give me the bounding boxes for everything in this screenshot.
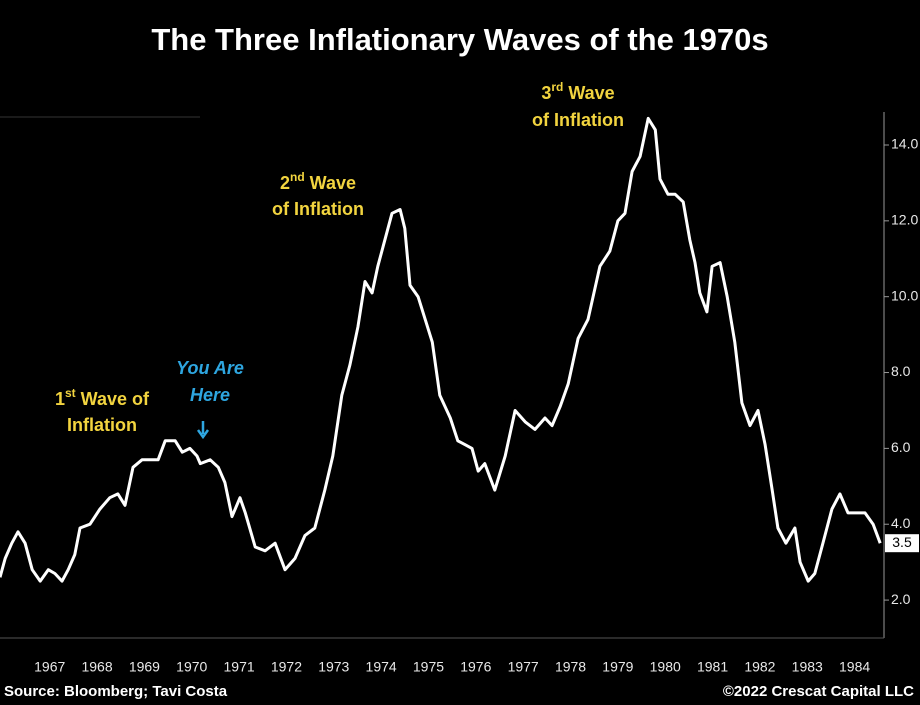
annotation: You Are [176, 358, 244, 378]
y-tick-label: 12.0 [891, 212, 918, 228]
x-tick-label: 1981 [697, 659, 728, 675]
copyright: ©2022 Crescat Capital LLC [723, 683, 914, 700]
chart-title: The Three Inflationary Waves of the 1970… [151, 22, 768, 57]
annotation-text: Wave of [76, 389, 150, 409]
x-tick-label: 1972 [271, 659, 302, 675]
y-tick-label: 4.0 [891, 515, 911, 531]
annotation-text: Wave [563, 83, 614, 103]
x-tick-label: 1975 [413, 659, 444, 675]
annotation: 3rd Wave [541, 80, 614, 103]
arrow [196, 421, 210, 440]
annotation: 2nd Wave [280, 170, 356, 193]
x-tick-label: 1967 [34, 659, 65, 675]
y-tick-label: 10.0 [891, 287, 918, 303]
x-tick-label: 1971 [224, 659, 255, 675]
annotation-number: 3 [541, 83, 551, 103]
annotation: of Inflation [272, 199, 364, 219]
x-tick-label: 1979 [602, 659, 633, 675]
annotation-suffix: st [65, 386, 76, 400]
annotation-text: You Are [176, 358, 244, 378]
annotation: 1st Wave of [55, 386, 150, 409]
line [0, 116, 882, 583]
x-tick-label: 1968 [81, 659, 112, 675]
x-tick-label: 1984 [839, 659, 870, 675]
x-tick-label: 1980 [650, 659, 681, 675]
x-tick-label: 1978 [555, 659, 586, 675]
x-tick-label: 1970 [176, 659, 207, 675]
x-tick-label: 1976 [460, 659, 491, 675]
x-tick-label: 1983 [792, 659, 823, 675]
last-value-box [885, 534, 919, 553]
x-tick-label: 1977 [508, 659, 539, 675]
source: Source: Bloomberg; Tavi Costa [4, 683, 228, 700]
y-tick-label: 6.0 [891, 439, 911, 455]
y-tick-label: 2.0 [891, 591, 911, 607]
annotation-number: 2 [280, 173, 290, 193]
x-tick-label: 1973 [318, 659, 349, 675]
annotation: Inflation [67, 415, 137, 435]
y-tick-label: 8.0 [891, 363, 911, 379]
annotation: Here [190, 385, 230, 405]
x-tick-label: 1982 [744, 659, 775, 675]
y-tick-label: 14.0 [891, 136, 918, 152]
annotation-text: Wave [305, 173, 356, 193]
last-value-label: 3.5 [892, 534, 912, 550]
annotation-suffix: nd [290, 170, 305, 184]
x-tick-label: 1974 [366, 659, 397, 675]
annotation-number: 1 [55, 389, 65, 409]
x-tick-label: 1969 [129, 659, 160, 675]
annotation: of Inflation [532, 110, 624, 130]
annotation-suffix: rd [551, 80, 563, 94]
